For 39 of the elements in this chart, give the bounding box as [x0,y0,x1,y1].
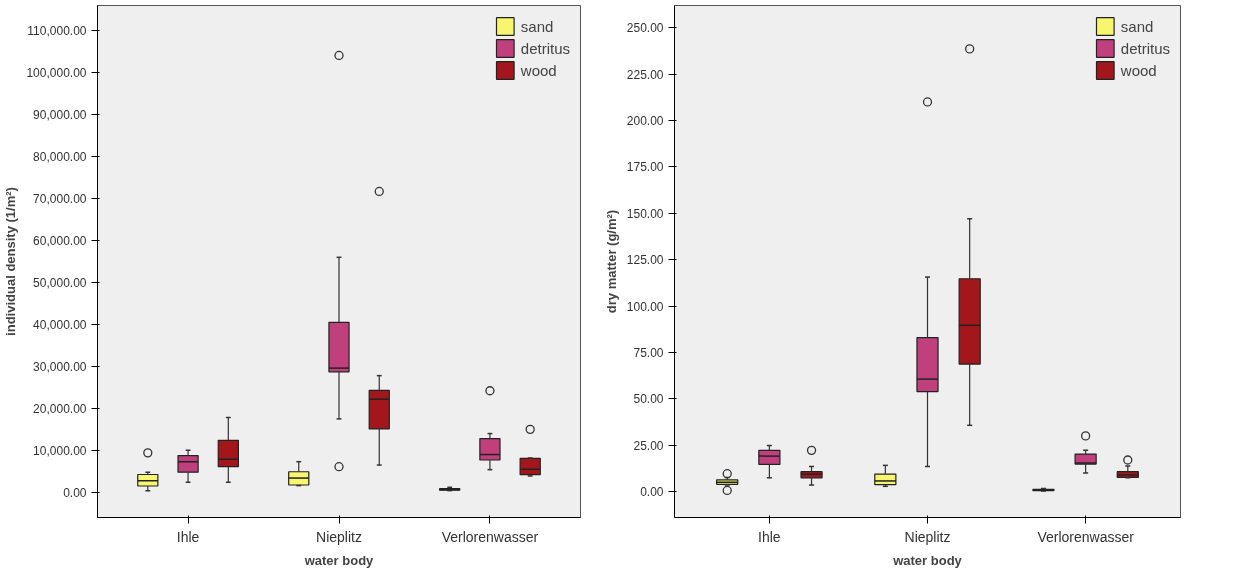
y-tick-label: 0.00 [63,485,87,500]
y-tick-label: 50,000.00 [33,275,87,290]
y-axis-title: dry matter (g/m²) [603,209,619,314]
y-tick-label: 10,000.00 [33,443,87,458]
legend-label: detritus [520,39,570,57]
y-tick-label: 200.00 [626,114,664,129]
x-axis-title: water body [303,552,375,568]
x-tick-label: Verlorenwasser [1037,528,1135,545]
y-tick-label: 75.00 [633,345,664,360]
y-tick-label: 250.00 [626,21,664,36]
y-tick-label: 100.00 [626,299,664,314]
legend-label: detritus [1120,39,1170,57]
legend-label: sand [520,17,554,35]
x-tick-label: Verlorenwasser [441,528,539,545]
y-tick-label: 80,000.00 [33,150,87,165]
x-tick-label: Nieplitz [904,528,951,545]
y-tick-label: 20,000.00 [33,401,87,416]
y-tick-label: 25.00 [633,438,664,453]
y-tick-label: 150.00 [626,206,664,221]
y-tick-label: 175.00 [626,160,664,175]
y-tick-label: 110,000.00 [27,24,87,39]
y-tick-label: 70,000.00 [33,192,87,207]
legend-label: wood [1120,61,1157,79]
y-tick-label: 225.00 [626,67,664,82]
y-tick-label: 30,000.00 [33,359,87,374]
y-tick-label: 125.00 [626,253,664,268]
x-axis-title: water body [892,552,963,568]
legend-label: sand [1120,17,1154,35]
legend-label: wood [520,61,557,79]
y-tick-label: 40,000.00 [33,317,87,332]
y-tick-label: 90,000.00 [33,108,87,123]
y-tick-label: 100,000.00 [26,66,87,81]
y-tick-label: 60,000.00 [33,234,87,249]
y-axis-title: individual density (1/m²) [3,187,19,336]
y-tick-label: 0.00 [640,485,664,500]
x-tick-label: Nieplitz [316,528,362,545]
x-tick-label: Ihle [758,528,781,545]
x-tick-label: Ihle [176,528,200,545]
y-tick-label: 50.00 [633,392,664,407]
